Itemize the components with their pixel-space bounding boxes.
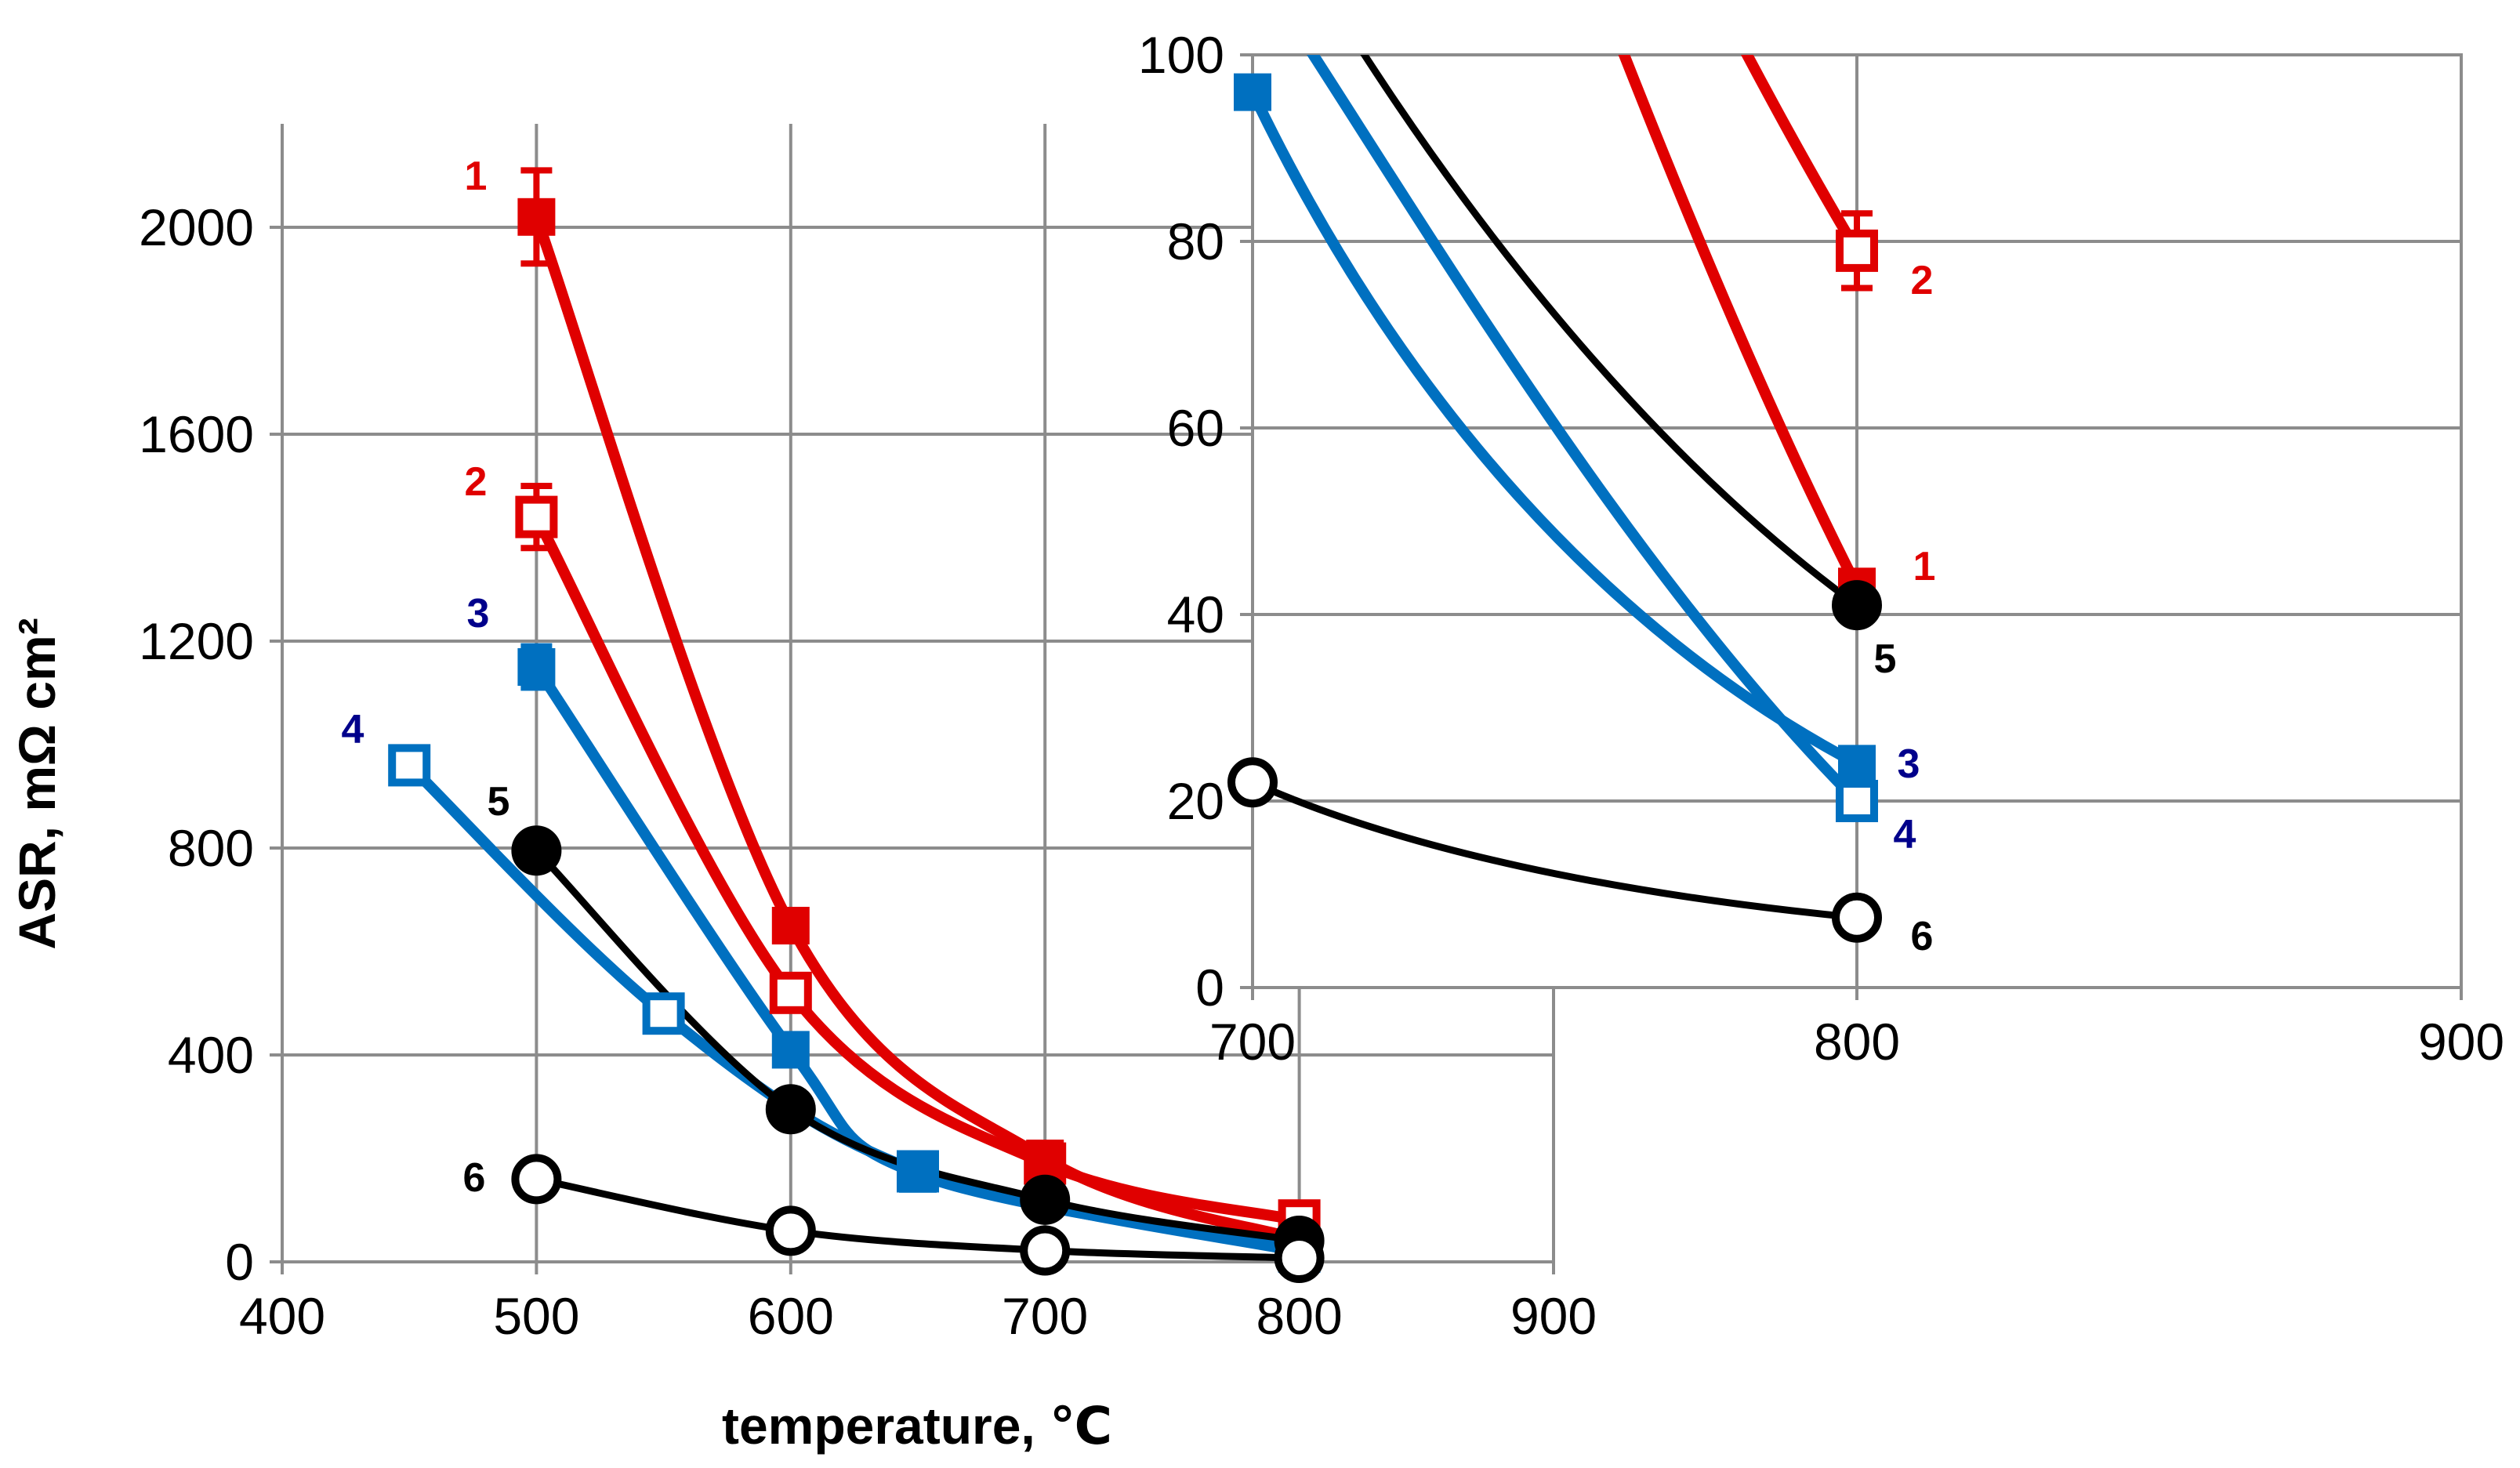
series-2-line	[531, 511, 1305, 1227]
main-x-tick-label: 500	[493, 1287, 579, 1345]
main-x-tick-label: 800	[1256, 1287, 1343, 1345]
series-label-5: 5	[488, 779, 510, 825]
inset-x-tick-label: 800	[1814, 1013, 1900, 1071]
inset-frame	[1251, 53, 2463, 989]
inset-series-label-1: 1	[1913, 544, 1936, 589]
series-1-point	[771, 907, 810, 944]
series-3-point	[517, 648, 556, 686]
series-label-3: 3	[467, 591, 490, 636]
series-3-point	[899, 1154, 937, 1193]
inset-series-6-point	[1832, 892, 1882, 943]
inset-series-1-line	[1618, 55, 1862, 593]
series-1-point	[1026, 1140, 1064, 1177]
main-x-tick-label: 700	[1002, 1287, 1088, 1345]
main-series-labels: 1 2 3 4 5 6	[342, 154, 510, 1201]
series-5-point	[1020, 1174, 1071, 1225]
inset-series-6-point	[1227, 757, 1278, 808]
series-3-point	[771, 1031, 810, 1069]
series-1-line	[531, 211, 1305, 1245]
inset-y-tick-label: 0	[1195, 959, 1224, 1017]
inset-series-label-3: 3	[1898, 741, 1920, 787]
inset-y-tick-label: 100	[1138, 26, 1224, 84]
inset-series-label-2: 2	[1911, 258, 1934, 303]
series-label-1: 1	[465, 154, 488, 199]
series-6-point	[511, 1154, 562, 1205]
series-6-point	[1020, 1225, 1071, 1276]
inset-series-label-6: 6	[1911, 914, 1934, 959]
main-y-tick-label: 0	[225, 1233, 254, 1291]
inset-x-tick-label: 700	[1209, 1013, 1296, 1071]
main-y-tick-label: 800	[168, 819, 254, 877]
inset-y-tick-label: 20	[1167, 772, 1224, 830]
y-axis-title: ASR, mΩ cm²	[8, 618, 66, 949]
inset-series-3-point	[1234, 73, 1271, 111]
inset-y-tick-label: 60	[1167, 399, 1224, 457]
inset-markers	[1227, 73, 1882, 943]
main-curves	[404, 211, 1305, 1262]
series-label-6: 6	[463, 1155, 486, 1201]
series-6-line	[532, 1175, 1304, 1262]
inset-tick-labels: 700 800 900 0 20 40 60 80 100	[1138, 26, 2504, 1071]
inset-series-5-point	[1832, 580, 1882, 631]
series-4-point	[642, 992, 685, 1035]
inset-x-tick-label: 900	[2418, 1013, 2504, 1071]
x-axis-title: temperature, ℃	[722, 1397, 1112, 1455]
inset-series-3-line	[1253, 86, 1862, 770]
inset-series-6-line	[1253, 778, 1861, 922]
main-x-tick-label: 900	[1510, 1287, 1597, 1345]
inset-series-2-line	[1741, 55, 1862, 256]
main-y-tick-label: 2000	[139, 198, 254, 256]
series-label-4: 4	[342, 707, 364, 752]
main-x-tick-label: 400	[239, 1287, 325, 1345]
inset-y-tick-label: 40	[1167, 585, 1224, 643]
series-1-point	[517, 198, 556, 236]
series-6-point	[1274, 1233, 1325, 1284]
series-5-point	[511, 825, 562, 876]
inset-series-4-point	[1836, 780, 1878, 822]
main-x-tick-label: 600	[748, 1287, 834, 1345]
inset-chart: 700 800 900 0 20 40 60 80 100 1 2 3 4 5 6	[1138, 26, 2504, 1071]
inset-series-2-point	[1836, 229, 1878, 272]
series-6-point	[765, 1205, 816, 1256]
series-3-line	[531, 662, 1305, 1256]
series-4-point	[388, 744, 431, 787]
main-markers	[388, 167, 1325, 1284]
main-y-tick-label: 1200	[139, 612, 254, 670]
series-2-point	[515, 495, 558, 538]
main-y-tick-label: 1600	[139, 405, 254, 463]
inset-series-4-line	[1307, 55, 1862, 806]
main-y-tick-label: 400	[168, 1026, 254, 1084]
series-label-2: 2	[465, 459, 488, 505]
inset-y-tick-label: 80	[1167, 212, 1224, 270]
inset-curves	[1253, 55, 1862, 922]
inset-series-label-4: 4	[1894, 812, 1916, 857]
series-2-point	[769, 971, 812, 1014]
inset-series-labels: 1 2 3 4 5 6	[1874, 258, 1936, 959]
inset-series-label-5: 5	[1874, 636, 1897, 682]
inset-series-3-point	[1838, 745, 1876, 783]
series-5-point	[765, 1084, 816, 1135]
inset-series-5-line	[1360, 55, 1861, 609]
